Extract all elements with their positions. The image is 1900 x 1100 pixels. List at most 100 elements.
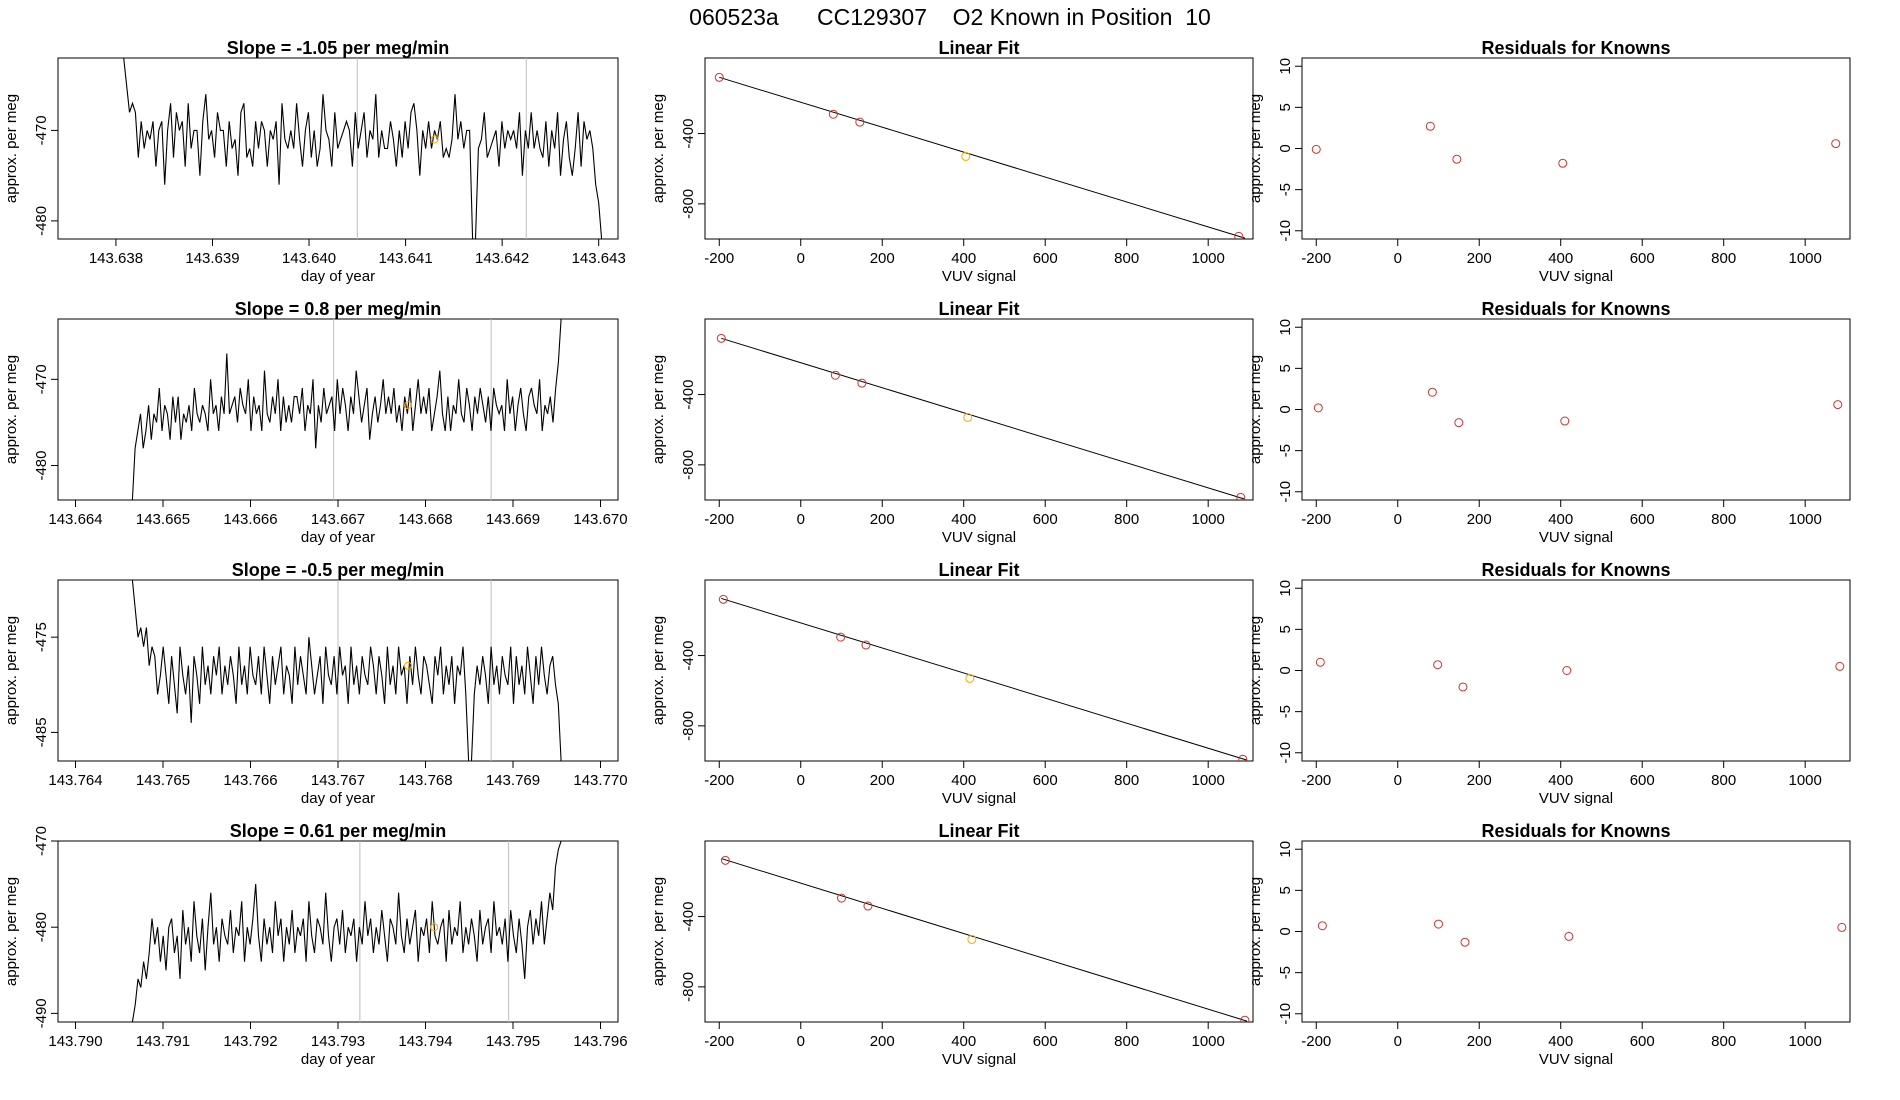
- x-tick-label: -200: [704, 772, 734, 789]
- x-tick-label: 200: [1467, 511, 1492, 528]
- fit-line: [721, 337, 1245, 500]
- panel-title: Slope = -0.5 per meg/min: [232, 560, 445, 580]
- residual-point: [1837, 922, 1847, 932]
- plot-frame: [1301, 318, 1851, 501]
- panel-title: Linear Fit: [938, 821, 1019, 841]
- plot-frame: [704, 318, 1254, 501]
- panel-4-2: Linear Fit -200 0 200 400 600 800 1000 -800 -400 V…: [650, 821, 1254, 1068]
- fit-point: [1234, 231, 1244, 239]
- y-tick-label: -800: [680, 972, 697, 1002]
- residual-point: [1317, 921, 1327, 931]
- y-tick-label: 10: [1277, 841, 1294, 858]
- y-axis-label: approx. per meg: [650, 355, 667, 464]
- x-tick-label: 143.667: [311, 511, 365, 528]
- y-tick-label: 5: [1277, 103, 1294, 111]
- x-tick-label: 1000: [1788, 250, 1821, 267]
- fit-point: [965, 673, 975, 683]
- residual-point: [1831, 139, 1841, 149]
- panel-3-1: Slope = -0.5 per meg/min 143.764 143.765 14…: [3, 560, 628, 807]
- x-tick-label: 143.767: [311, 772, 365, 789]
- panel-title: Linear Fit: [938, 560, 1019, 580]
- x-tick-label: 800: [1711, 511, 1736, 528]
- y-axis-label: approx. per meg: [1247, 94, 1264, 203]
- panel-title: Residuals for Knowns: [1481, 821, 1670, 841]
- x-tick-label: 1000: [1788, 511, 1821, 528]
- x-axis-label: VUV signal: [1539, 790, 1613, 807]
- known-sample-marker: [430, 923, 439, 932]
- fit-point: [1238, 754, 1248, 761]
- x-tick-label: 143.670: [573, 511, 627, 528]
- residual-point: [1562, 666, 1572, 675]
- y-tick-label: 5: [1277, 364, 1294, 372]
- y-tick-label: -480: [33, 206, 50, 236]
- data-trace: [131, 580, 562, 761]
- panel-1-3: Residuals for Knowns-200 0 200 400 600 800 100…: [1247, 38, 1851, 285]
- x-axis-label: day of year: [301, 268, 375, 285]
- fit-point: [967, 934, 977, 944]
- y-axis-label: approx. per meg: [1247, 355, 1264, 464]
- data-trace: [123, 58, 603, 239]
- y-tick-label: -800: [680, 450, 697, 480]
- y-tick-label: -10: [1277, 220, 1294, 242]
- x-tick-label: 200: [1467, 1033, 1492, 1050]
- fit-point: [855, 117, 865, 127]
- panel-3-2: Linear Fit -200 0 200 400 600 800 1000 -800 -400 V…: [650, 560, 1254, 807]
- x-tick-label: 400: [1548, 511, 1573, 528]
- x-tick-label: 1000: [1191, 250, 1224, 267]
- y-tick-label: -490: [33, 998, 50, 1028]
- fit-point: [857, 378, 867, 388]
- residual-point: [1433, 919, 1443, 929]
- x-tick-label: 143.664: [48, 511, 102, 528]
- panel-4-1: Slope = 0.61 per meg/min 143.790 143.791 14…: [3, 821, 628, 1068]
- y-tick-label: -470: [33, 115, 50, 145]
- x-tick-label: 1000: [1191, 1033, 1224, 1050]
- x-tick-label: 400: [951, 1033, 976, 1050]
- x-tick-label: -200: [1301, 511, 1331, 528]
- x-axis-label: VUV signal: [942, 790, 1016, 807]
- y-axis-label: approx. per meg: [1247, 877, 1264, 986]
- plot-area: [718, 594, 1248, 761]
- panel-1-2: Linear Fit -200 0 200 400 600 800 1000 -800 -400 V…: [650, 38, 1254, 285]
- residual-point: [1311, 144, 1321, 154]
- plot-frame: [704, 57, 1254, 240]
- residual-point: [1315, 657, 1325, 667]
- plot-area: [1313, 387, 1843, 428]
- x-tick-label: 143.638: [89, 250, 143, 267]
- y-tick-label: 5: [1277, 886, 1294, 894]
- y-tick-label: -400: [680, 902, 697, 932]
- x-tick-label: 800: [1711, 250, 1736, 267]
- y-axis-label: approx. per meg: [650, 877, 667, 986]
- y-tick-label: 10: [1277, 580, 1294, 597]
- fit-point: [830, 370, 840, 380]
- x-tick-label: 800: [1114, 772, 1139, 789]
- x-tick-label: 143.642: [475, 250, 529, 267]
- panel-title: Slope = -1.05 per meg/min: [227, 38, 450, 58]
- y-tick-label: -5: [1277, 966, 1294, 979]
- residual-point: [1452, 154, 1462, 164]
- plot-area: [716, 333, 1246, 500]
- x-tick-label: 600: [1630, 772, 1655, 789]
- x-tick-label: 400: [951, 511, 976, 528]
- x-tick-label: 0: [1394, 511, 1402, 528]
- x-tick-label: 600: [1630, 250, 1655, 267]
- x-tick-label: 143.641: [378, 250, 432, 267]
- x-tick-label: 200: [870, 250, 895, 267]
- fit-point: [836, 632, 846, 642]
- x-tick-label: 400: [1548, 772, 1573, 789]
- panel-title: Linear Fit: [938, 299, 1019, 319]
- x-axis-label: day of year: [301, 1051, 375, 1068]
- fit-line: [719, 76, 1245, 239]
- fit-point: [716, 333, 726, 343]
- y-axis-label: approx. per meg: [3, 355, 20, 464]
- x-tick-label: 143.795: [486, 1033, 540, 1050]
- x-tick-label: 800: [1114, 250, 1139, 267]
- x-tick-label: 1000: [1191, 772, 1224, 789]
- x-tick-label: 600: [1033, 772, 1058, 789]
- residual-point: [1433, 660, 1443, 670]
- x-tick-label: 400: [1548, 250, 1573, 267]
- x-tick-label: 0: [1394, 250, 1402, 267]
- x-tick-label: 200: [870, 772, 895, 789]
- x-axis-label: VUV signal: [942, 268, 1016, 285]
- x-tick-label: 600: [1033, 1033, 1058, 1050]
